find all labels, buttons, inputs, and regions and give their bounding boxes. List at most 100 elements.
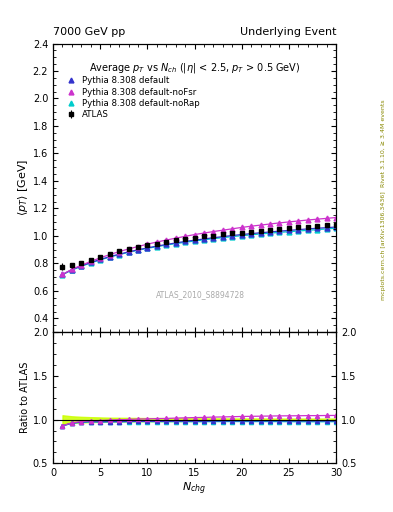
Pythia 8.308 default-noFsr	[88, 258, 93, 264]
Legend: Pythia 8.308 default, Pythia 8.308 default-noFsr, Pythia 8.308 default-noRap, AT: Pythia 8.308 default, Pythia 8.308 defau…	[60, 74, 202, 121]
Pythia 8.308 default-noRap	[230, 233, 235, 240]
Pythia 8.308 default-noFsr	[136, 244, 140, 250]
Pythia 8.308 default-noFsr	[107, 251, 112, 258]
Pythia 8.308 default	[126, 249, 131, 255]
Pythia 8.308 default	[324, 225, 329, 231]
Y-axis label: Ratio to ATLAS: Ratio to ATLAS	[20, 362, 30, 434]
Pythia 8.308 default-noRap	[164, 242, 169, 248]
Text: Rivet 3.1.10, ≥ 3.4M events: Rivet 3.1.10, ≥ 3.4M events	[381, 99, 386, 187]
Pythia 8.308 default-noRap	[239, 232, 244, 239]
Pythia 8.308 default	[164, 241, 169, 247]
Pythia 8.308 default-noFsr	[305, 217, 310, 223]
X-axis label: $N_{chg}$: $N_{chg}$	[182, 481, 207, 497]
Pythia 8.308 default-noRap	[98, 257, 103, 263]
Pythia 8.308 default	[79, 263, 84, 269]
Pythia 8.308 default-noRap	[324, 226, 329, 232]
Pythia 8.308 default-noRap	[192, 238, 197, 244]
Pythia 8.308 default-noRap	[107, 254, 112, 260]
Pythia 8.308 default-noRap	[211, 236, 216, 242]
Pythia 8.308 default	[183, 239, 187, 245]
Y-axis label: $\langle p_T \rangle$ [GeV]: $\langle p_T \rangle$ [GeV]	[16, 159, 30, 217]
Pythia 8.308 default	[230, 232, 235, 239]
Pythia 8.308 default-noFsr	[239, 224, 244, 230]
Pythia 8.308 default-noRap	[268, 230, 272, 236]
Pythia 8.308 default	[268, 229, 272, 235]
Pythia 8.308 default-noRap	[117, 251, 121, 258]
Pythia 8.308 default	[220, 233, 225, 240]
Pythia 8.308 default-noFsr	[296, 218, 301, 224]
Line: Pythia 8.308 default: Pythia 8.308 default	[60, 225, 338, 277]
Pythia 8.308 default-noFsr	[70, 266, 74, 272]
Pythia 8.308 default-noFsr	[202, 230, 206, 236]
Pythia 8.308 default-noRap	[249, 232, 253, 238]
Pythia 8.308 default	[211, 234, 216, 241]
Pythia 8.308 default-noFsr	[211, 228, 216, 234]
Pythia 8.308 default	[117, 251, 121, 258]
Pythia 8.308 default-noFsr	[154, 239, 159, 245]
Pythia 8.308 default-noFsr	[277, 220, 282, 226]
Pythia 8.308 default-noRap	[183, 239, 187, 245]
Pythia 8.308 default-noFsr	[334, 215, 338, 221]
Pythia 8.308 default-noFsr	[183, 233, 187, 240]
Pythia 8.308 default-noFsr	[249, 223, 253, 229]
Text: ATLAS_2010_S8894728: ATLAS_2010_S8894728	[156, 290, 245, 299]
Pythia 8.308 default-noRap	[286, 229, 291, 235]
Pythia 8.308 default-noRap	[154, 244, 159, 250]
Pythia 8.308 default	[192, 237, 197, 243]
Text: Underlying Event: Underlying Event	[239, 27, 336, 37]
Pythia 8.308 default	[107, 253, 112, 260]
Pythia 8.308 default-noFsr	[220, 227, 225, 233]
Pythia 8.308 default-noRap	[70, 267, 74, 273]
Pythia 8.308 default	[315, 225, 320, 231]
Pythia 8.308 default-noFsr	[286, 219, 291, 225]
Text: mcplots.cern.ch [arXiv:1306.3436]: mcplots.cern.ch [arXiv:1306.3436]	[381, 191, 386, 300]
Pythia 8.308 default-noFsr	[324, 215, 329, 221]
Pythia 8.308 default-noRap	[220, 234, 225, 241]
Pythia 8.308 default-noRap	[60, 272, 65, 278]
Line: Pythia 8.308 default-noFsr: Pythia 8.308 default-noFsr	[60, 215, 338, 277]
Text: Average $p_T$ vs $N_{ch}$ ($|\eta|$ < 2.5, $p_T$ > 0.5 GeV): Average $p_T$ vs $N_{ch}$ ($|\eta|$ < 2.…	[89, 61, 300, 75]
Pythia 8.308 default	[88, 260, 93, 266]
Pythia 8.308 default-noFsr	[173, 235, 178, 241]
Pythia 8.308 default-noFsr	[164, 237, 169, 243]
Pythia 8.308 default-noFsr	[98, 255, 103, 261]
Pythia 8.308 default-noFsr	[117, 248, 121, 254]
Pythia 8.308 default-noFsr	[315, 216, 320, 222]
Pythia 8.308 default	[239, 231, 244, 238]
Pythia 8.308 default	[334, 224, 338, 230]
Pythia 8.308 default	[145, 245, 150, 251]
Line: Pythia 8.308 default-noRap: Pythia 8.308 default-noRap	[60, 226, 338, 277]
Text: 7000 GeV pp: 7000 GeV pp	[53, 27, 125, 37]
Pythia 8.308 default	[249, 230, 253, 237]
Pythia 8.308 default-noRap	[173, 241, 178, 247]
Pythia 8.308 default-noFsr	[60, 271, 65, 278]
Pythia 8.308 default-noRap	[88, 260, 93, 266]
Pythia 8.308 default-noRap	[136, 247, 140, 253]
Pythia 8.308 default-noFsr	[258, 222, 263, 228]
Pythia 8.308 default	[136, 247, 140, 253]
Pythia 8.308 default-noFsr	[126, 246, 131, 252]
Pythia 8.308 default-noFsr	[145, 241, 150, 247]
Pythia 8.308 default	[70, 267, 74, 273]
Pythia 8.308 default	[98, 257, 103, 263]
Pythia 8.308 default-noRap	[202, 237, 206, 243]
Pythia 8.308 default	[286, 227, 291, 233]
Pythia 8.308 default	[277, 228, 282, 234]
Pythia 8.308 default-noRap	[334, 225, 338, 231]
Pythia 8.308 default	[296, 226, 301, 232]
Pythia 8.308 default	[258, 230, 263, 236]
Pythia 8.308 default-noRap	[305, 227, 310, 233]
Pythia 8.308 default	[173, 240, 178, 246]
Pythia 8.308 default	[305, 226, 310, 232]
Pythia 8.308 default-noFsr	[230, 226, 235, 232]
Pythia 8.308 default	[60, 271, 65, 278]
Pythia 8.308 default-noRap	[126, 249, 131, 255]
Pythia 8.308 default-noFsr	[192, 231, 197, 238]
Pythia 8.308 default-noFsr	[79, 262, 84, 268]
Pythia 8.308 default	[202, 236, 206, 242]
Pythia 8.308 default	[154, 243, 159, 249]
Pythia 8.308 default-noRap	[277, 229, 282, 236]
Pythia 8.308 default-noRap	[79, 263, 84, 269]
Pythia 8.308 default-noRap	[296, 228, 301, 234]
Pythia 8.308 default-noRap	[315, 226, 320, 232]
